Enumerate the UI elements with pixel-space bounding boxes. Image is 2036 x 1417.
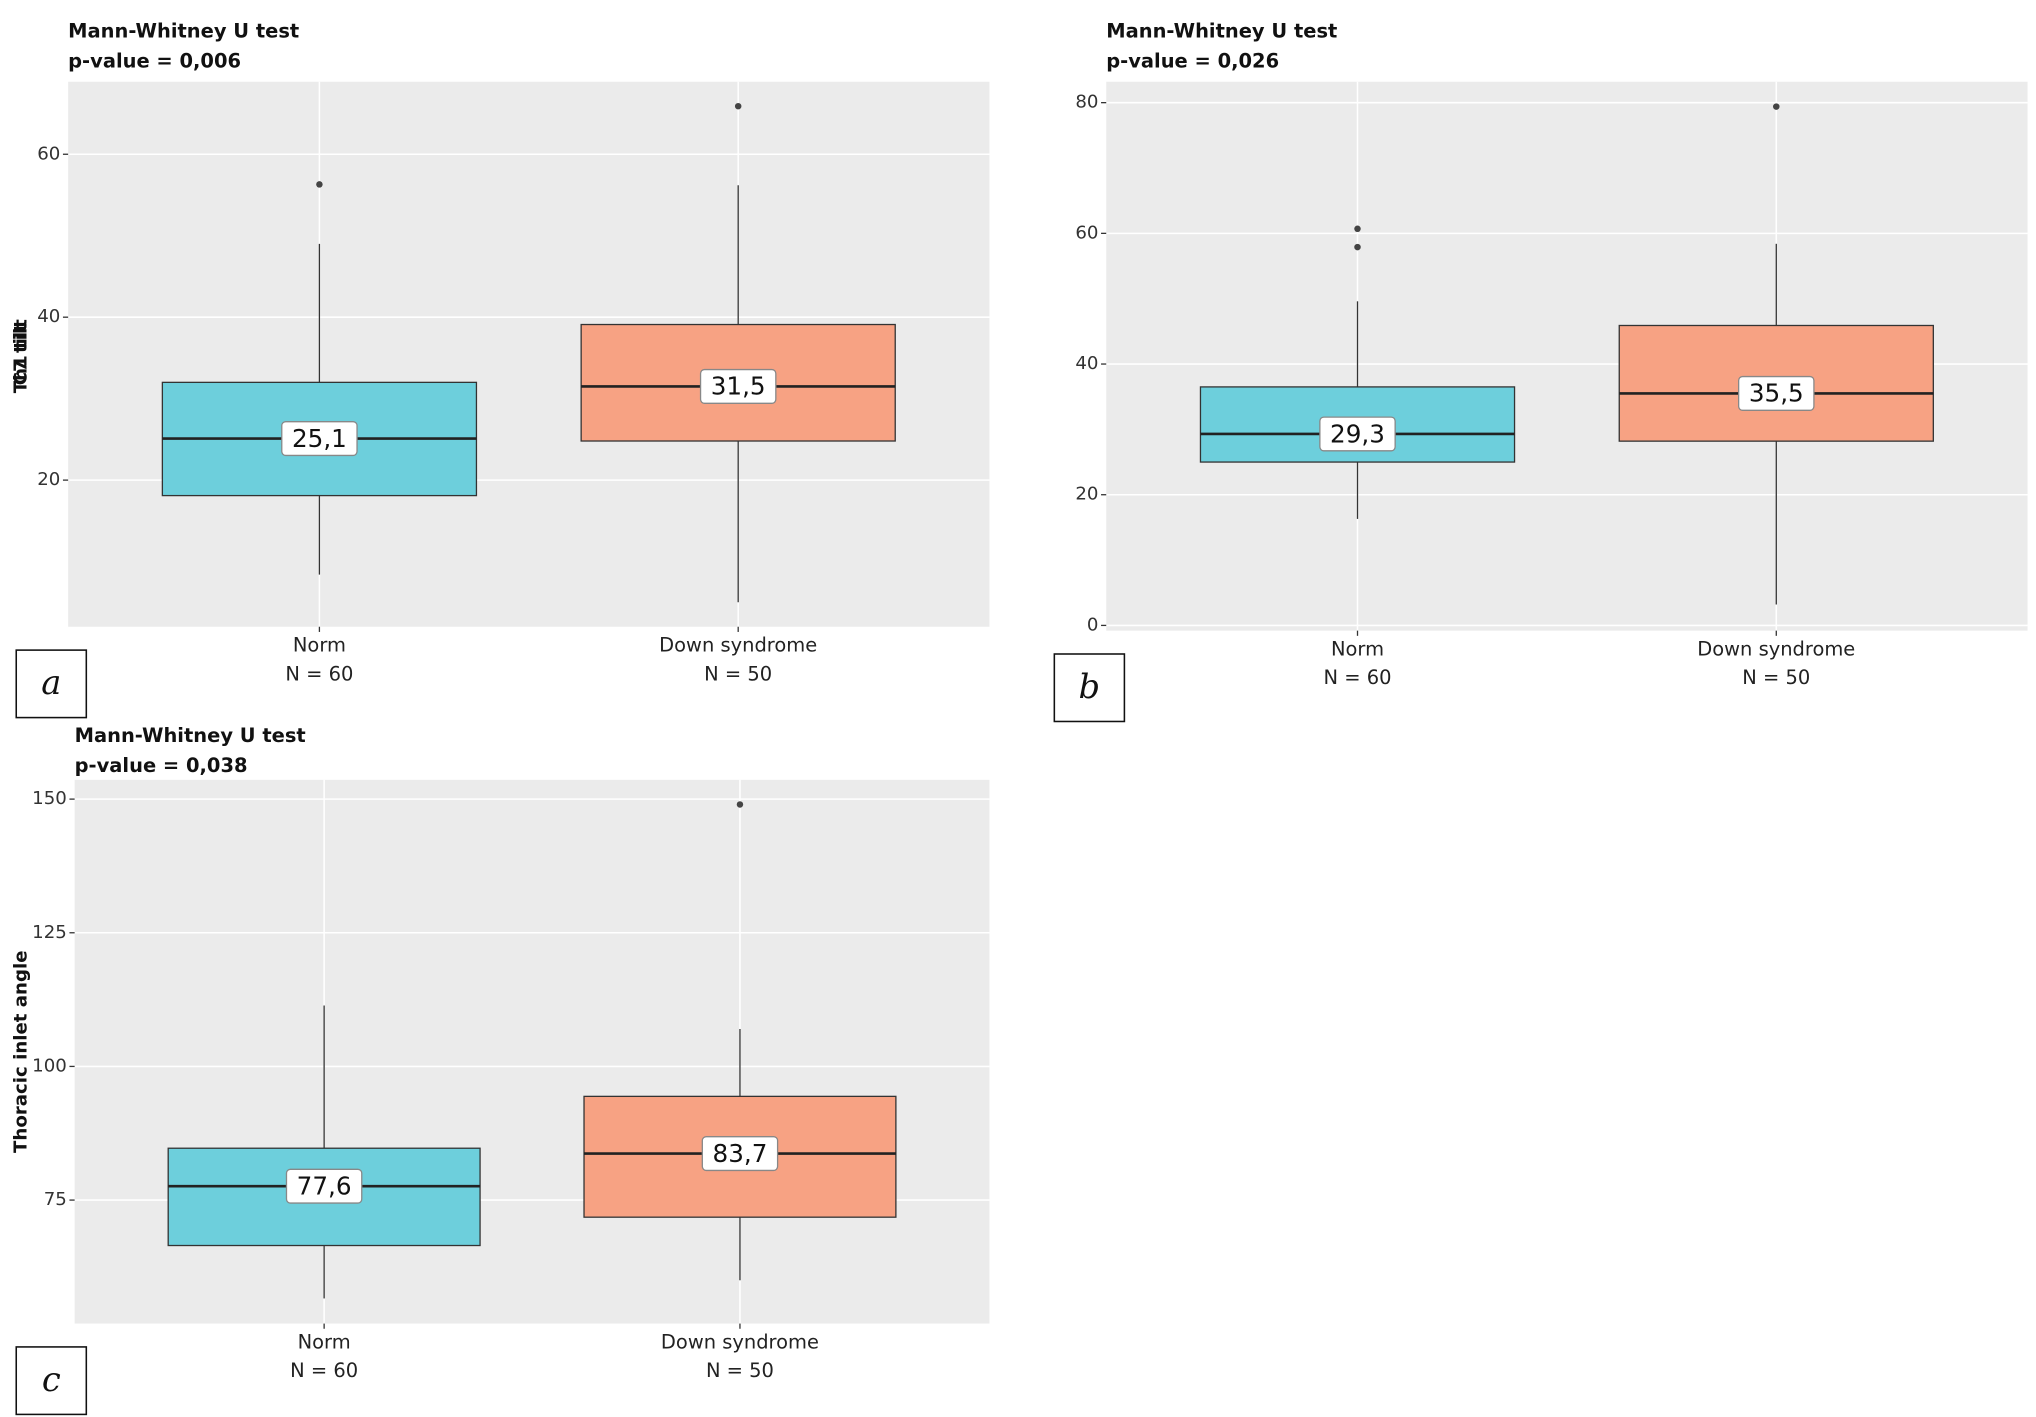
outlier xyxy=(1354,243,1361,251)
chart-title: Mann-Whitney U test xyxy=(68,20,299,43)
chart-title: Mann-Whitney U test xyxy=(1106,20,1337,43)
median-label: 83,7 xyxy=(713,1139,768,1168)
chart-subtitle: p-value = 0,026 xyxy=(1106,49,1279,72)
median-label-box xyxy=(285,1168,363,1204)
n-label: N = 50 xyxy=(704,662,772,685)
n-label: N = 60 xyxy=(1324,666,1392,689)
chart-subtitle: p-value = 0,038 xyxy=(75,754,248,777)
y-tick-label: 40 xyxy=(37,306,60,327)
median-label-box xyxy=(281,421,358,457)
n-label: N = 60 xyxy=(290,1359,358,1382)
n-label: N = 50 xyxy=(706,1359,774,1382)
outlier xyxy=(316,181,323,188)
chart-title: Mann-Whitney U test xyxy=(75,724,306,747)
x-tick-label: Norm xyxy=(298,1331,351,1354)
n-label: N = 50 xyxy=(1742,666,1810,689)
median-label: 77,6 xyxy=(297,1171,352,1200)
y-tick-label: 40 xyxy=(1075,353,1098,374)
median-label: 25,1 xyxy=(292,424,347,453)
panel-label-box xyxy=(15,1346,88,1416)
median-label-box xyxy=(699,368,777,404)
outlier xyxy=(1354,225,1361,233)
panel-label-box xyxy=(1053,653,1126,723)
n-label: N = 60 xyxy=(285,662,353,685)
y-tick-label: 60 xyxy=(1075,222,1098,243)
panel-label-box xyxy=(15,649,88,719)
y-axis-label: Thoracic inlet angle xyxy=(10,950,31,1152)
median-label: 29,3 xyxy=(1330,419,1385,448)
x-tick-label: Norm xyxy=(1331,638,1384,661)
y-axis-label: Th1 tilt xyxy=(10,319,31,393)
y-tick-label: 0 xyxy=(1087,614,1099,635)
y-tick-label: 150 xyxy=(32,788,67,809)
y-axis-label: C7 tilt xyxy=(10,323,31,385)
y-tick-label: 100 xyxy=(32,1055,67,1076)
y-tick-label: 125 xyxy=(32,922,67,943)
panel-label: c xyxy=(42,1360,61,1399)
chart-subtitle: p-value = 0,006 xyxy=(68,49,241,72)
y-tick-label: 20 xyxy=(1075,484,1098,505)
y-tick-label: 60 xyxy=(37,143,60,164)
median-label: 35,5 xyxy=(1749,379,1804,408)
outlier xyxy=(1773,103,1780,110)
y-tick-label: 80 xyxy=(1075,92,1098,113)
x-tick-label: Down syndrome xyxy=(661,1331,819,1354)
median-label-box xyxy=(1738,375,1815,411)
outlier xyxy=(734,102,742,110)
y-tick-label: 20 xyxy=(37,469,60,490)
panel-label: b xyxy=(1079,667,1101,706)
outlier xyxy=(736,801,744,808)
x-tick-label: Down syndrome xyxy=(1697,638,1855,661)
median-label-box xyxy=(701,1136,779,1172)
x-tick-label: Down syndrome xyxy=(659,634,817,657)
y-tick-label: 75 xyxy=(44,1189,67,1210)
median-label-box xyxy=(1319,416,1396,452)
median-label: 31,5 xyxy=(711,372,766,401)
panel-label: a xyxy=(41,663,61,702)
x-tick-label: Norm xyxy=(293,634,346,657)
